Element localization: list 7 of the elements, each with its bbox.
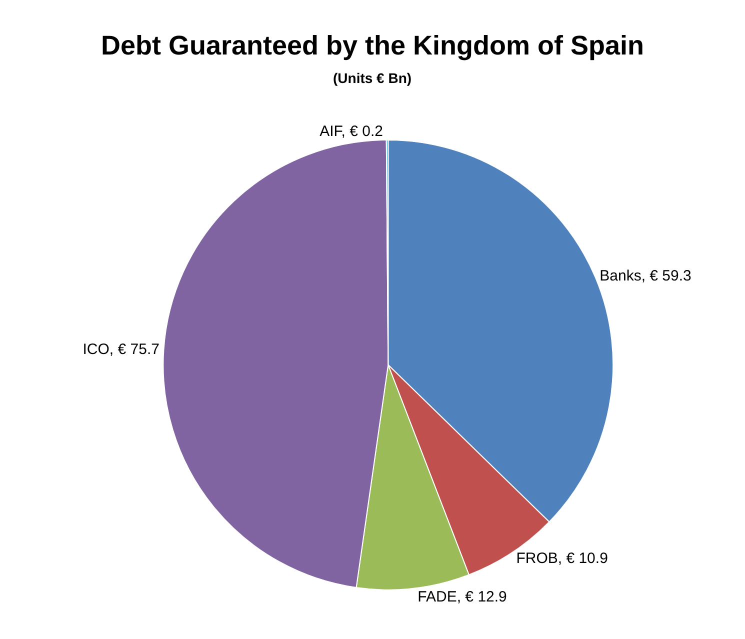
slice-label: FROB, € 10.9: [516, 550, 608, 568]
slice-label: ICO, € 75.7: [82, 341, 160, 358]
slice-label: Banks, € 59.3: [600, 268, 692, 285]
chart-title: Debt Guaranteed by the Kingdom of Spain: [100, 30, 644, 60]
slice-label: FADE, € 12.9: [418, 588, 507, 606]
slice-label: AIF, € 0.2: [320, 122, 384, 140]
chart-subtitle: (Units € Bn): [333, 70, 412, 86]
